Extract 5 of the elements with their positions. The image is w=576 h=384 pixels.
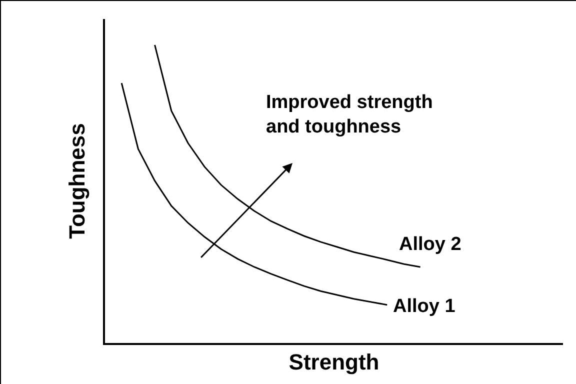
x-axis-title: Strength xyxy=(288,350,380,375)
series-label: Alloy 1 xyxy=(393,296,456,317)
series-label: Alloy 2 xyxy=(399,234,462,255)
annotation: Improved strength and toughness xyxy=(266,92,433,138)
y-axis-title: Toughness xyxy=(64,123,90,239)
